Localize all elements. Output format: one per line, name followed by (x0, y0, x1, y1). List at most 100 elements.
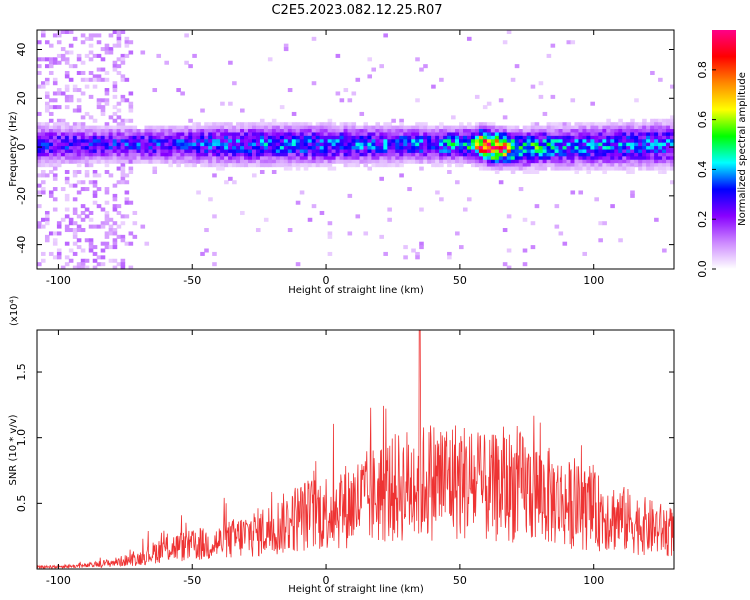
heatmap-cell (120, 94, 126, 99)
heatmap-cell (96, 156, 102, 161)
heatmap-cell (478, 142, 484, 147)
heatmap-cell (447, 129, 452, 134)
heatmap-cell (415, 57, 420, 62)
heatmap-cell (626, 163, 631, 168)
heatmap-cell (538, 156, 544, 161)
heatmap-cell (399, 142, 404, 147)
heatmap-cell (542, 142, 548, 147)
heatmap-cell (192, 135, 197, 140)
heatmap-cell (482, 122, 488, 127)
heatmap-cell (538, 159, 544, 164)
heatmap-cell (530, 142, 536, 147)
heatmap-cell (654, 132, 659, 137)
heatmap-cell (48, 231, 54, 236)
heatmap-cell (355, 142, 361, 147)
heatmap-cell (598, 159, 603, 164)
heatmap-cell (642, 146, 647, 151)
heatmap-cell (502, 152, 508, 157)
heatmap-cell (48, 60, 54, 65)
heatmap-cell (283, 47, 289, 52)
heatmap-cell (275, 132, 281, 137)
heatmap-cell (650, 149, 655, 154)
heatmap-cell (295, 129, 301, 134)
heatmap-cell (646, 122, 651, 127)
heatmap-cell (112, 156, 118, 161)
heatmap-cell (311, 36, 317, 41)
heatmap-cell (351, 125, 357, 130)
heatmap-cell (462, 152, 468, 157)
heatmap-cell (204, 125, 209, 130)
heatmap-cell (387, 163, 392, 168)
heatmap-cell (100, 156, 106, 161)
heatmap-cell (44, 221, 50, 226)
heatmap-cell (232, 125, 237, 130)
heatmap-cell (530, 156, 536, 161)
heatmap-cell (160, 135, 165, 140)
heatmap-cell (435, 139, 440, 144)
heatmap-cell (327, 159, 333, 164)
heatmap-cell (443, 159, 448, 164)
heatmap-cell (590, 135, 595, 140)
heatmap-cell (84, 125, 90, 130)
heatmap-cell (634, 122, 639, 127)
heatmap-cell (84, 169, 90, 174)
snr-series (37, 330, 674, 569)
heatmap-cell (339, 146, 345, 151)
heatmap-cell (415, 122, 420, 127)
heatmap-cell (347, 122, 353, 127)
heatmap-cell (220, 146, 225, 151)
heatmap-cell (419, 67, 424, 72)
heatmap-cell (626, 156, 631, 161)
heatmap-cell (570, 159, 576, 164)
heatmap-cell (395, 149, 400, 154)
spectrogram-y-tick-label: 20 (15, 91, 28, 105)
heatmap-cell (598, 142, 603, 147)
heatmap-cell (538, 142, 544, 147)
heatmap-cell (335, 156, 341, 161)
heatmap-cell (526, 169, 532, 174)
heatmap-cell (327, 166, 333, 171)
heatmap-cell (546, 125, 552, 130)
heatmap-cell (407, 156, 412, 161)
heatmap-cell (554, 152, 560, 157)
heatmap-cell (439, 125, 444, 130)
heatmap-cell (68, 156, 74, 161)
heatmap-cell (152, 149, 158, 154)
heatmap-cell (486, 142, 492, 147)
heatmap-cell (339, 142, 345, 147)
heatmap-cell (423, 135, 428, 140)
heatmap-cell (116, 115, 122, 120)
heatmap-cell (275, 163, 281, 168)
heatmap-cell (482, 152, 488, 157)
heatmap-cell (120, 132, 126, 137)
heatmap-cell (100, 221, 106, 226)
heatmap-cell (96, 159, 102, 164)
heatmap-cell (112, 152, 118, 157)
heatmap-cell (92, 200, 98, 205)
heatmap-cell (586, 169, 591, 174)
heatmap-cell (459, 135, 464, 140)
heatmap-cell (72, 159, 78, 164)
heatmap-cell (80, 159, 86, 164)
heatmap-cell (578, 139, 584, 144)
heatmap-cell (375, 125, 380, 130)
heatmap-cell (220, 156, 225, 161)
heatmap-cell (96, 33, 102, 38)
heatmap-cell (379, 129, 384, 134)
heatmap-cell (104, 139, 110, 144)
heatmap-cell (303, 152, 309, 157)
heatmap-cell (546, 132, 552, 137)
heatmap-cell (168, 159, 173, 164)
heatmap-cell (287, 156, 293, 161)
heatmap-cell (283, 142, 289, 147)
heatmap-cell (646, 125, 651, 130)
heatmap-cell (419, 156, 424, 161)
heatmap-cell (594, 197, 599, 202)
heatmap-cell (303, 135, 309, 140)
heatmap-cell (614, 166, 619, 171)
heatmap-cell (100, 135, 106, 140)
heatmap-cell (80, 125, 86, 130)
heatmap-cell (156, 135, 162, 140)
heatmap-cell (574, 163, 580, 168)
heatmap-cell (120, 118, 126, 123)
